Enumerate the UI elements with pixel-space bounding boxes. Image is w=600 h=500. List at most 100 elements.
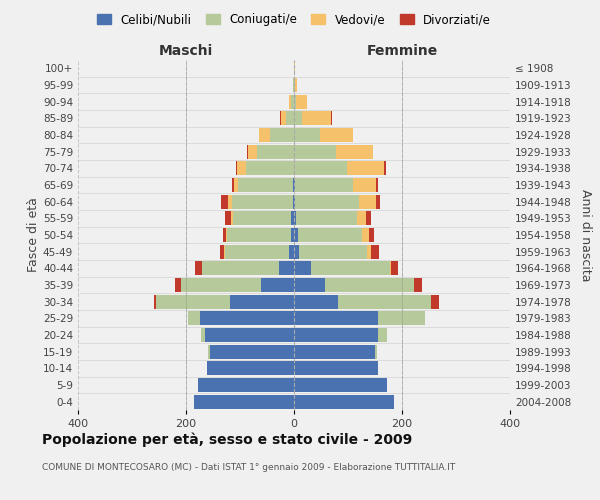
Bar bbox=[279, 261, 294, 276]
Bar bbox=[280, 112, 281, 126]
Bar bbox=[231, 211, 233, 226]
Bar bbox=[362, 228, 368, 242]
Bar bbox=[376, 178, 378, 192]
Bar bbox=[294, 394, 394, 409]
Bar bbox=[294, 311, 378, 326]
Bar bbox=[347, 162, 383, 175]
Bar bbox=[156, 294, 230, 308]
Bar bbox=[260, 278, 294, 292]
Bar bbox=[294, 144, 336, 159]
Bar bbox=[223, 228, 226, 242]
Bar bbox=[237, 162, 247, 175]
Bar bbox=[367, 244, 371, 259]
Bar bbox=[294, 228, 298, 242]
Bar bbox=[367, 211, 371, 226]
Bar bbox=[331, 112, 332, 126]
Bar bbox=[294, 94, 296, 109]
Bar bbox=[353, 178, 376, 192]
Bar bbox=[295, 194, 359, 209]
Bar bbox=[299, 244, 367, 259]
Bar bbox=[294, 244, 299, 259]
Bar bbox=[234, 178, 238, 192]
Bar bbox=[220, 244, 224, 259]
Bar bbox=[248, 144, 257, 159]
Bar bbox=[376, 194, 380, 209]
Bar bbox=[289, 94, 292, 109]
Bar bbox=[175, 278, 181, 292]
Text: Popolazione per età, sesso e stato civile - 2009: Popolazione per età, sesso e stato civil… bbox=[42, 432, 412, 447]
Bar bbox=[431, 294, 439, 308]
Bar bbox=[232, 178, 234, 192]
Text: COMUNE DI MONTECOSARO (MC) - Dati ISTAT 1° gennaio 2009 - Elaborazione TUTTITALI: COMUNE DI MONTECOSARO (MC) - Dati ISTAT … bbox=[42, 462, 455, 471]
Bar bbox=[356, 211, 367, 226]
Bar bbox=[270, 128, 294, 142]
Bar bbox=[295, 178, 353, 192]
Bar bbox=[294, 194, 295, 209]
Bar bbox=[383, 162, 386, 175]
Bar bbox=[302, 112, 331, 126]
Bar bbox=[247, 162, 294, 175]
Bar bbox=[188, 311, 199, 326]
Bar bbox=[281, 112, 286, 126]
Bar bbox=[338, 294, 431, 308]
Bar bbox=[202, 261, 279, 276]
Bar bbox=[292, 211, 294, 226]
Bar bbox=[198, 378, 294, 392]
Bar bbox=[296, 211, 356, 226]
Y-axis label: Anni di nascita: Anni di nascita bbox=[580, 188, 592, 281]
Bar bbox=[154, 294, 156, 308]
Bar bbox=[208, 344, 211, 359]
Bar bbox=[232, 194, 293, 209]
Bar bbox=[228, 194, 232, 209]
Bar bbox=[226, 211, 231, 226]
Bar bbox=[371, 244, 379, 259]
Bar bbox=[294, 278, 325, 292]
Bar bbox=[294, 162, 347, 175]
Bar bbox=[211, 344, 294, 359]
Bar bbox=[294, 378, 387, 392]
Bar bbox=[294, 112, 302, 126]
Bar bbox=[291, 228, 294, 242]
Bar bbox=[233, 211, 292, 226]
Bar bbox=[296, 94, 307, 109]
Bar bbox=[378, 311, 425, 326]
Bar bbox=[294, 344, 375, 359]
Bar bbox=[289, 244, 294, 259]
Bar bbox=[368, 228, 374, 242]
Bar bbox=[375, 344, 377, 359]
Bar bbox=[336, 144, 373, 159]
Bar bbox=[294, 261, 311, 276]
Bar bbox=[286, 112, 294, 126]
Bar bbox=[194, 261, 202, 276]
Bar bbox=[238, 178, 293, 192]
Bar bbox=[226, 228, 227, 242]
Bar bbox=[294, 211, 296, 226]
Bar bbox=[389, 261, 391, 276]
Bar bbox=[415, 278, 422, 292]
Bar bbox=[230, 294, 294, 308]
Bar bbox=[294, 361, 378, 376]
Bar bbox=[227, 228, 291, 242]
Bar bbox=[200, 328, 205, 342]
Bar bbox=[221, 194, 228, 209]
Bar bbox=[257, 144, 294, 159]
Bar bbox=[325, 278, 415, 292]
Bar bbox=[320, 128, 353, 142]
Bar bbox=[359, 194, 376, 209]
Bar bbox=[378, 328, 388, 342]
Bar bbox=[259, 128, 270, 142]
Text: Maschi: Maschi bbox=[159, 44, 213, 58]
Y-axis label: Fasce di età: Fasce di età bbox=[27, 198, 40, 272]
Bar bbox=[298, 228, 362, 242]
Bar bbox=[292, 94, 294, 109]
Bar bbox=[194, 394, 294, 409]
Bar bbox=[199, 311, 294, 326]
Bar bbox=[295, 78, 297, 92]
Bar bbox=[294, 328, 378, 342]
Bar bbox=[311, 261, 389, 276]
Bar bbox=[293, 194, 294, 209]
Bar bbox=[205, 328, 294, 342]
Bar bbox=[206, 361, 294, 376]
Bar bbox=[391, 261, 398, 276]
Legend: Celibi/Nubili, Coniugati/e, Vedovi/e, Divorziati/e: Celibi/Nubili, Coniugati/e, Vedovi/e, Di… bbox=[92, 8, 496, 31]
